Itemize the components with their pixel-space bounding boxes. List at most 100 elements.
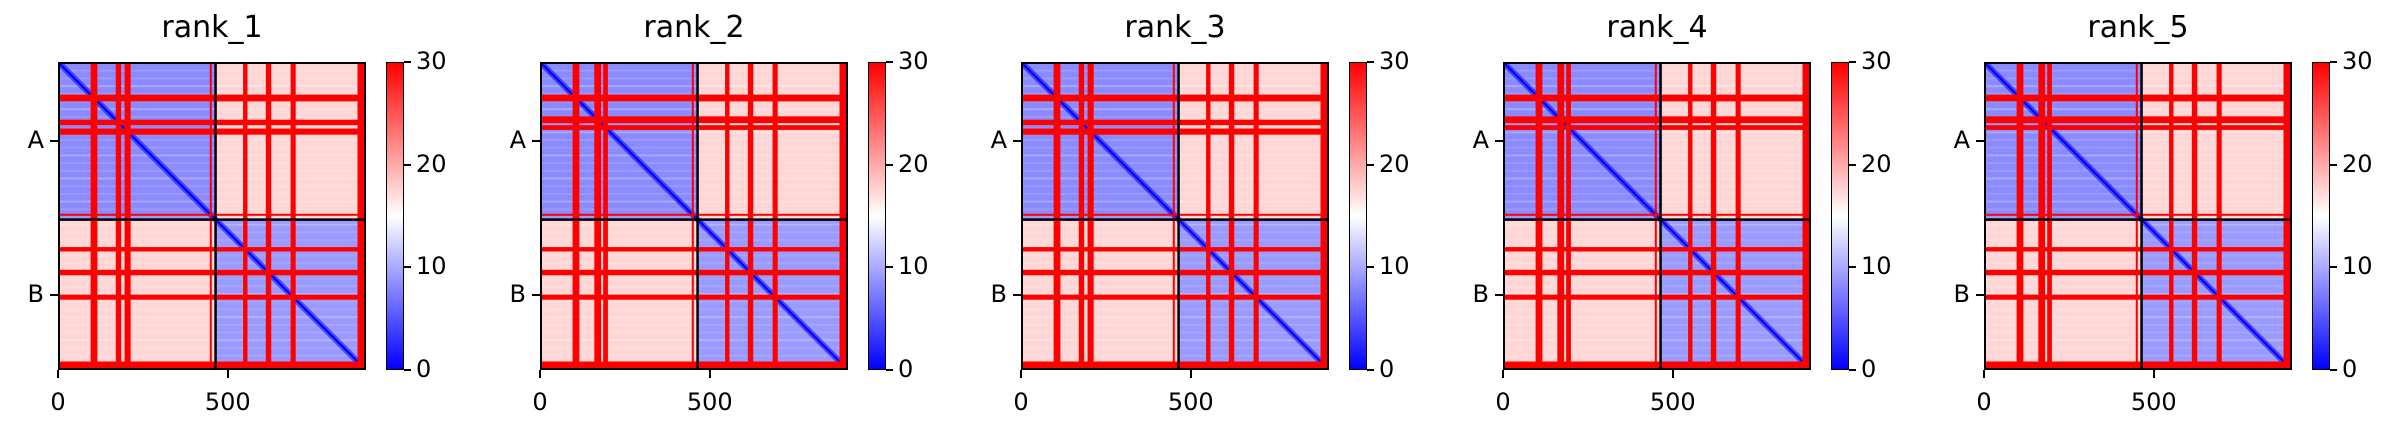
error-band-horizontal xyxy=(58,361,366,370)
colorbar-tick-label: 20 xyxy=(2342,149,2373,178)
error-band-horizontal xyxy=(540,62,848,64)
x-tick-label: 500 xyxy=(204,388,251,416)
error-band-horizontal xyxy=(540,269,848,276)
chart-title: rank_2 xyxy=(643,10,745,45)
x-tick-label: 500 xyxy=(2130,388,2177,416)
error-band-vertical xyxy=(1172,62,1175,370)
colorbar xyxy=(1831,62,1849,370)
error-band-vertical xyxy=(2216,62,2222,370)
error-band-horizontal xyxy=(1984,94,2292,102)
error-band-vertical xyxy=(58,62,60,370)
error-band-horizontal xyxy=(540,125,848,130)
y-tick xyxy=(50,293,58,296)
y-tick-label-b: B xyxy=(27,279,44,308)
error-band-vertical xyxy=(265,62,272,370)
x-tick xyxy=(57,370,59,378)
error-band-vertical xyxy=(1688,62,1693,370)
error-band-horizontal xyxy=(1503,213,1811,216)
colorbar-tick xyxy=(1367,266,1374,269)
x-tick xyxy=(708,370,711,378)
y-tick xyxy=(1013,293,1021,296)
chart-panel-1: rank_1 A B 0 500 0 10 20 30 xyxy=(0,0,470,438)
y-tick-label-a: A xyxy=(990,125,1007,154)
error-band-horizontal xyxy=(1021,247,1329,252)
diagonal-line xyxy=(58,62,366,370)
y-tick xyxy=(1495,139,1503,142)
error-band-horizontal xyxy=(1984,247,2292,252)
colorbar xyxy=(2312,62,2330,370)
error-band-vertical xyxy=(1228,62,1235,370)
error-band-horizontal xyxy=(1984,294,2292,300)
error-band-vertical xyxy=(1735,62,1741,370)
x-tick-label: 500 xyxy=(1167,388,1214,416)
heatmap-area xyxy=(1021,62,1329,370)
x-tick xyxy=(539,370,541,378)
x-tick xyxy=(1020,370,1022,378)
colorbar-tick-label: 30 xyxy=(1861,47,1892,75)
colorbar-tick xyxy=(404,163,411,166)
error-band-horizontal xyxy=(540,294,848,300)
x-tick-label: 0 xyxy=(1495,388,1511,416)
error-band-vertical xyxy=(594,62,602,370)
error-band-vertical xyxy=(357,62,366,370)
colorbar-tick-label: 10 xyxy=(1379,252,1410,281)
colorbar-tick-label: 30 xyxy=(416,47,447,75)
colorbar-tick xyxy=(2330,163,2337,166)
colorbar-tick-label: 20 xyxy=(898,149,929,178)
colorbar xyxy=(1349,62,1367,370)
error-band-vertical xyxy=(124,62,131,370)
error-band-vertical xyxy=(2016,62,2024,370)
error-band-vertical xyxy=(243,62,248,370)
error-band-vertical xyxy=(1557,62,1565,370)
error-band-horizontal xyxy=(540,213,848,216)
error-band-horizontal xyxy=(58,128,366,135)
error-band-vertical xyxy=(747,62,754,370)
heatmap-svg xyxy=(540,62,848,370)
y-tick-label-b: B xyxy=(1472,279,1489,308)
heatmap-svg xyxy=(1021,62,1329,370)
colorbar-tick xyxy=(2330,266,2337,269)
chart-title: rank_4 xyxy=(1606,10,1708,45)
colorbar-tick-label: 10 xyxy=(2342,252,2373,281)
error-band-vertical xyxy=(90,62,98,370)
colorbar-tick xyxy=(1367,61,1374,63)
diagonal-line xyxy=(1984,62,2292,370)
error-band-horizontal xyxy=(1984,213,2292,216)
error-band-horizontal xyxy=(1021,361,1329,370)
colorbar-tick-label: 10 xyxy=(416,252,447,281)
error-band-horizontal xyxy=(1984,125,2292,130)
error-band-vertical xyxy=(839,62,848,370)
diagonal-line xyxy=(1021,62,1329,370)
x-tick xyxy=(2152,370,2155,378)
colorbar-tick xyxy=(1849,163,1856,166)
x-tick-label: 0 xyxy=(1976,388,1992,416)
error-band-horizontal xyxy=(1503,247,1811,252)
colorbar-tick-label: 10 xyxy=(898,252,929,281)
error-band-horizontal xyxy=(1503,62,1811,64)
error-band-vertical xyxy=(1654,62,1657,370)
error-band-vertical xyxy=(1087,62,1094,370)
y-tick xyxy=(1013,139,1021,142)
chart-title: rank_3 xyxy=(1124,10,1226,45)
colorbar-tick xyxy=(886,163,893,166)
error-band-horizontal xyxy=(540,247,848,252)
error-band-vertical xyxy=(2047,62,2052,370)
error-band-horizontal xyxy=(1021,94,1329,102)
x-tick-label: 0 xyxy=(50,388,66,416)
colorbar-tick xyxy=(886,266,893,269)
error-band-vertical xyxy=(115,62,122,370)
colorbar-tick-label: 0 xyxy=(1861,355,1877,383)
x-tick-label: 0 xyxy=(532,388,548,416)
error-band-horizontal xyxy=(1503,116,1811,124)
colorbar xyxy=(386,62,404,370)
heatmap-area xyxy=(1984,62,2292,370)
error-band-horizontal xyxy=(1021,128,1329,135)
error-band-vertical xyxy=(1053,62,1061,370)
error-band-horizontal xyxy=(540,116,848,124)
chart-title: rank_5 xyxy=(2087,10,2189,45)
error-band-vertical xyxy=(1503,62,1505,370)
error-band-horizontal xyxy=(1503,269,1811,276)
x-tick-label: 500 xyxy=(686,388,733,416)
y-tick-label-a: A xyxy=(27,125,44,154)
